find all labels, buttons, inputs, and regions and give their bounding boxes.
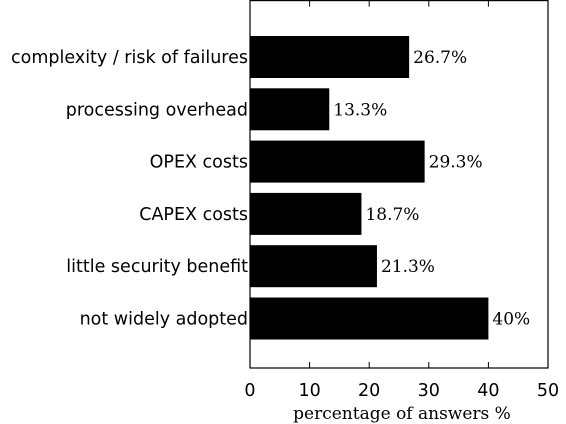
bar	[250, 297, 489, 340]
category-label: OPEX costs	[150, 153, 248, 173]
x-tick-label: 30	[418, 381, 440, 401]
value-label: 29.3%	[429, 153, 483, 173]
plot-frame	[249, 0, 549, 369]
category-label: CAPEX costs	[139, 205, 248, 225]
bar	[250, 245, 377, 288]
value-label: 21.3%	[381, 257, 435, 277]
category-label: not widely adopted	[80, 310, 248, 330]
value-label: 26.7%	[413, 48, 467, 68]
x-tick-label: 20	[358, 381, 380, 401]
category-label: processing overhead	[66, 100, 248, 120]
x-axis-ticks: 0 10 20 30 40 50	[244, 0, 559, 401]
bar	[250, 36, 410, 78]
value-label: 13.3%	[333, 100, 387, 120]
value-label: 18.7%	[365, 205, 419, 225]
x-axis-title: percentage of answers %	[293, 404, 511, 424]
bar	[250, 140, 425, 183]
x-tick-label: 10	[298, 381, 320, 401]
x-tick-label: 50	[537, 381, 559, 401]
bar	[250, 88, 330, 131]
x-tick-label: 0	[244, 381, 255, 401]
x-tick-label: 40	[477, 381, 499, 401]
value-labels: 26.7% 13.3% 29.3% 18.7% 21.3% 40%	[333, 48, 530, 330]
bars-layer	[250, 36, 489, 340]
value-label: 40%	[492, 310, 530, 330]
category-label: little security benefit	[66, 257, 248, 277]
category-labels: complexity / risk of failures processing …	[11, 48, 248, 330]
bar	[250, 192, 362, 235]
category-label: complexity / risk of failures	[11, 48, 248, 68]
